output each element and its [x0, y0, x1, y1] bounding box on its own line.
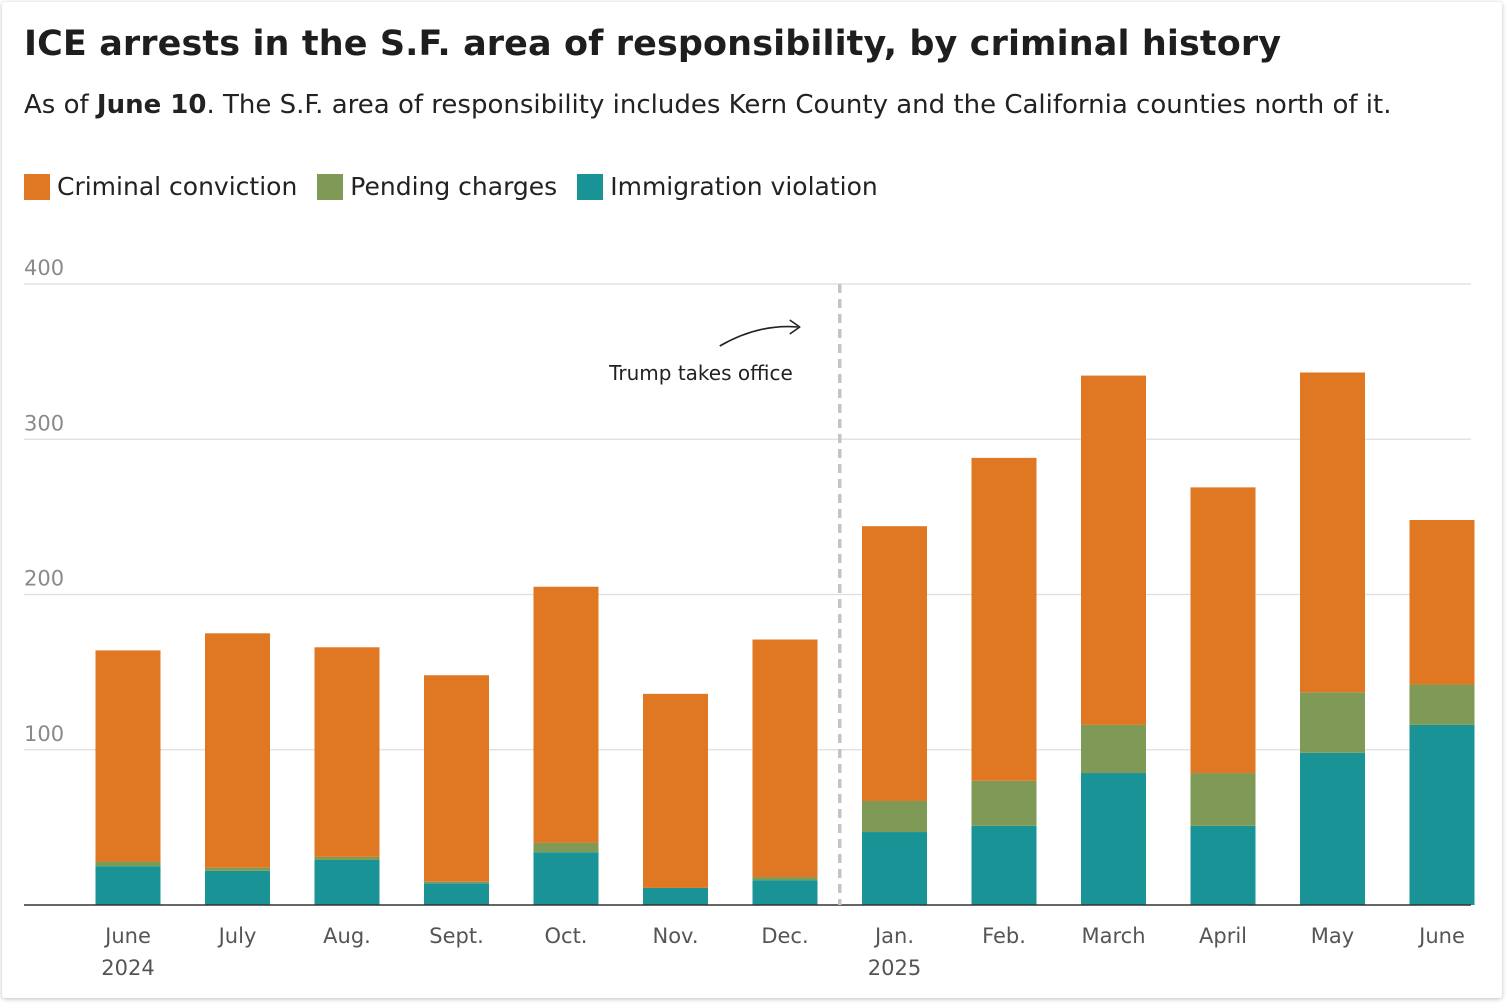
annotation-arrow-head: [789, 319, 801, 335]
x-tick-year-2024: 2024: [101, 956, 154, 980]
legend-item-pending-charges: Pending charges: [317, 172, 557, 201]
y-tick-label-300: 300: [24, 411, 64, 435]
annotation-arrow-path: [719, 325, 798, 347]
x-tick-label-june-0: June: [103, 924, 151, 948]
subtitle-description: . The S.F. area of responsibility includ…: [206, 90, 1392, 120]
legend-swatch-criminal-conviction: [24, 173, 50, 200]
bar-criminal-conviction-june-12: [1409, 519, 1475, 685]
subtitle-prefix: As of: [24, 90, 97, 120]
chart-title: ICE arrests in the S.F. area of responsi…: [24, 24, 1282, 64]
bar-criminal-conviction-june-0: [95, 650, 161, 862]
bar-criminal-conviction-aug-2: [314, 647, 380, 857]
bar-immigration-violation-feb-8: [971, 825, 1037, 905]
x-tick-label-dec-6: Dec.: [761, 924, 808, 948]
legend-label-immigration-violation: Immigration violation: [610, 172, 878, 201]
bar-criminal-conviction-march-9: [1081, 375, 1146, 725]
bar-immigration-violation-sept-3: [424, 883, 489, 905]
bar-criminal-conviction-may-11: [1300, 372, 1365, 693]
y-tick-label-200: 200: [24, 567, 64, 591]
bar-immigration-violation-dec-6: [752, 880, 818, 905]
legend-item-criminal-conviction: Criminal conviction: [24, 172, 297, 201]
bar-criminal-conviction-jan-7: [862, 526, 927, 801]
bar-pending-charges-june-0: [95, 861, 161, 867]
bar-criminal-conviction-feb-8: [971, 457, 1037, 781]
x-tick-label-july-1: July: [217, 924, 257, 948]
x-tick-year-2025: 2025: [868, 956, 921, 980]
bar-immigration-violation-may-11: [1300, 752, 1365, 905]
subtitle-date: June 10: [96, 90, 207, 120]
bar-immigration-violation-june-12: [1409, 724, 1475, 905]
x-tick-label-nov-5: Nov.: [652, 924, 698, 948]
x-tick-label-june-12: June: [1417, 924, 1465, 948]
bar-pending-charges-aug-2: [314, 856, 380, 860]
x-tick-label-april-10: April: [1199, 924, 1247, 948]
x-tick-label-sept-3: Sept.: [429, 924, 484, 948]
bar-immigration-violation-july-1: [205, 870, 270, 905]
bar-criminal-conviction-april-10: [1190, 487, 1256, 774]
bar-criminal-conviction-july-1: [205, 633, 270, 868]
bar-criminal-conviction-oct-4: [533, 586, 599, 843]
x-tick-label-may-11: May: [1311, 924, 1354, 948]
bar-immigration-violation-june-0: [95, 866, 161, 905]
bar-immigration-violation-jan-7: [862, 832, 927, 905]
bar-immigration-violation-aug-2: [314, 859, 380, 905]
bar-pending-charges-feb-8: [971, 780, 1037, 826]
legend-swatch-pending-charges: [317, 173, 344, 200]
bar-pending-charges-july-1: [205, 867, 270, 871]
bar-pending-charges-march-9: [1081, 724, 1146, 774]
x-tick-label-jan-7: Jan.: [873, 924, 914, 948]
bar-pending-charges-june-12: [1409, 684, 1475, 725]
bar-immigration-violation-oct-4: [533, 852, 599, 905]
bar-immigration-violation-nov-5: [643, 887, 708, 905]
x-tick-label-march-9: March: [1081, 924, 1145, 948]
bar-pending-charges-jan-7: [862, 800, 927, 833]
annotation-label: Trump takes office: [608, 361, 793, 385]
bar-criminal-conviction-nov-5: [643, 693, 708, 888]
bar-criminal-conviction-dec-6: [752, 639, 818, 878]
chart-subtitle: As of June 10. The S.F. area of responsi…: [24, 90, 1391, 120]
bar-immigration-violation-march-9: [1081, 773, 1146, 905]
bar-pending-charges-dec-6: [752, 877, 818, 881]
bar-pending-charges-april-10: [1190, 773, 1256, 826]
bar-pending-charges-sept-3: [424, 881, 489, 884]
legend-item-immigration-violation: Immigration violation: [577, 172, 878, 201]
y-tick-label-100: 100: [24, 722, 64, 746]
x-tick-label-aug-2: Aug.: [323, 924, 371, 948]
legend-swatch-immigration-violation: [577, 173, 604, 200]
bar-criminal-conviction-sept-3: [424, 675, 489, 882]
legend-label-criminal-conviction: Criminal conviction: [57, 172, 298, 201]
legend: Criminal conviction Pending charges Immi…: [24, 172, 898, 201]
x-tick-label-feb-8: Feb.: [982, 924, 1026, 948]
y-tick-label-400: 400: [24, 256, 64, 280]
legend-label-pending-charges: Pending charges: [350, 172, 558, 201]
bar-pending-charges-oct-4: [533, 842, 599, 853]
bar-pending-charges-may-11: [1300, 692, 1365, 753]
bar-immigration-violation-april-10: [1190, 825, 1256, 905]
x-tick-label-oct-4: Oct.: [545, 924, 588, 948]
